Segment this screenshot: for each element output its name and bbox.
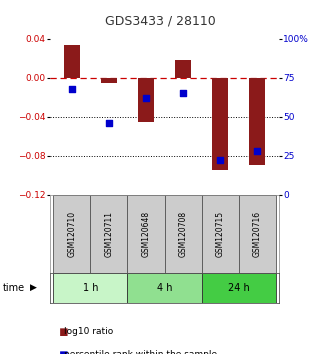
Text: time: time <box>3 282 25 293</box>
Text: GSM120710: GSM120710 <box>67 211 76 257</box>
Text: ▶: ▶ <box>30 283 37 292</box>
Bar <box>239 195 275 273</box>
Text: 24 h: 24 h <box>228 282 249 293</box>
Text: GSM120711: GSM120711 <box>104 211 114 257</box>
Text: log10 ratio: log10 ratio <box>64 327 113 336</box>
Bar <box>54 273 127 303</box>
Bar <box>165 195 202 273</box>
Text: GSM120648: GSM120648 <box>142 211 151 257</box>
Text: GSM120716: GSM120716 <box>253 211 262 257</box>
Bar <box>202 195 239 273</box>
Bar <box>202 273 275 303</box>
Text: 1 h: 1 h <box>83 282 98 293</box>
Point <box>217 158 222 163</box>
Point <box>143 95 149 101</box>
Bar <box>175 61 191 78</box>
Text: GSM120715: GSM120715 <box>215 211 225 257</box>
Text: 4 h: 4 h <box>157 282 172 293</box>
Point <box>255 148 260 154</box>
Text: GDS3433 / 28110: GDS3433 / 28110 <box>105 14 216 27</box>
Text: percentile rank within the sample: percentile rank within the sample <box>64 350 217 354</box>
Text: GSM120708: GSM120708 <box>178 211 187 257</box>
Bar <box>54 195 91 273</box>
Point <box>107 120 112 126</box>
Point <box>69 86 74 92</box>
Text: ■: ■ <box>53 350 68 354</box>
Bar <box>91 195 127 273</box>
Bar <box>249 78 265 166</box>
Point <box>180 91 186 96</box>
Bar <box>64 45 80 78</box>
Bar <box>127 195 165 273</box>
Bar <box>127 273 202 303</box>
Text: ■: ■ <box>53 327 68 337</box>
Bar <box>212 78 228 170</box>
Bar <box>138 78 154 122</box>
Bar <box>101 78 117 83</box>
